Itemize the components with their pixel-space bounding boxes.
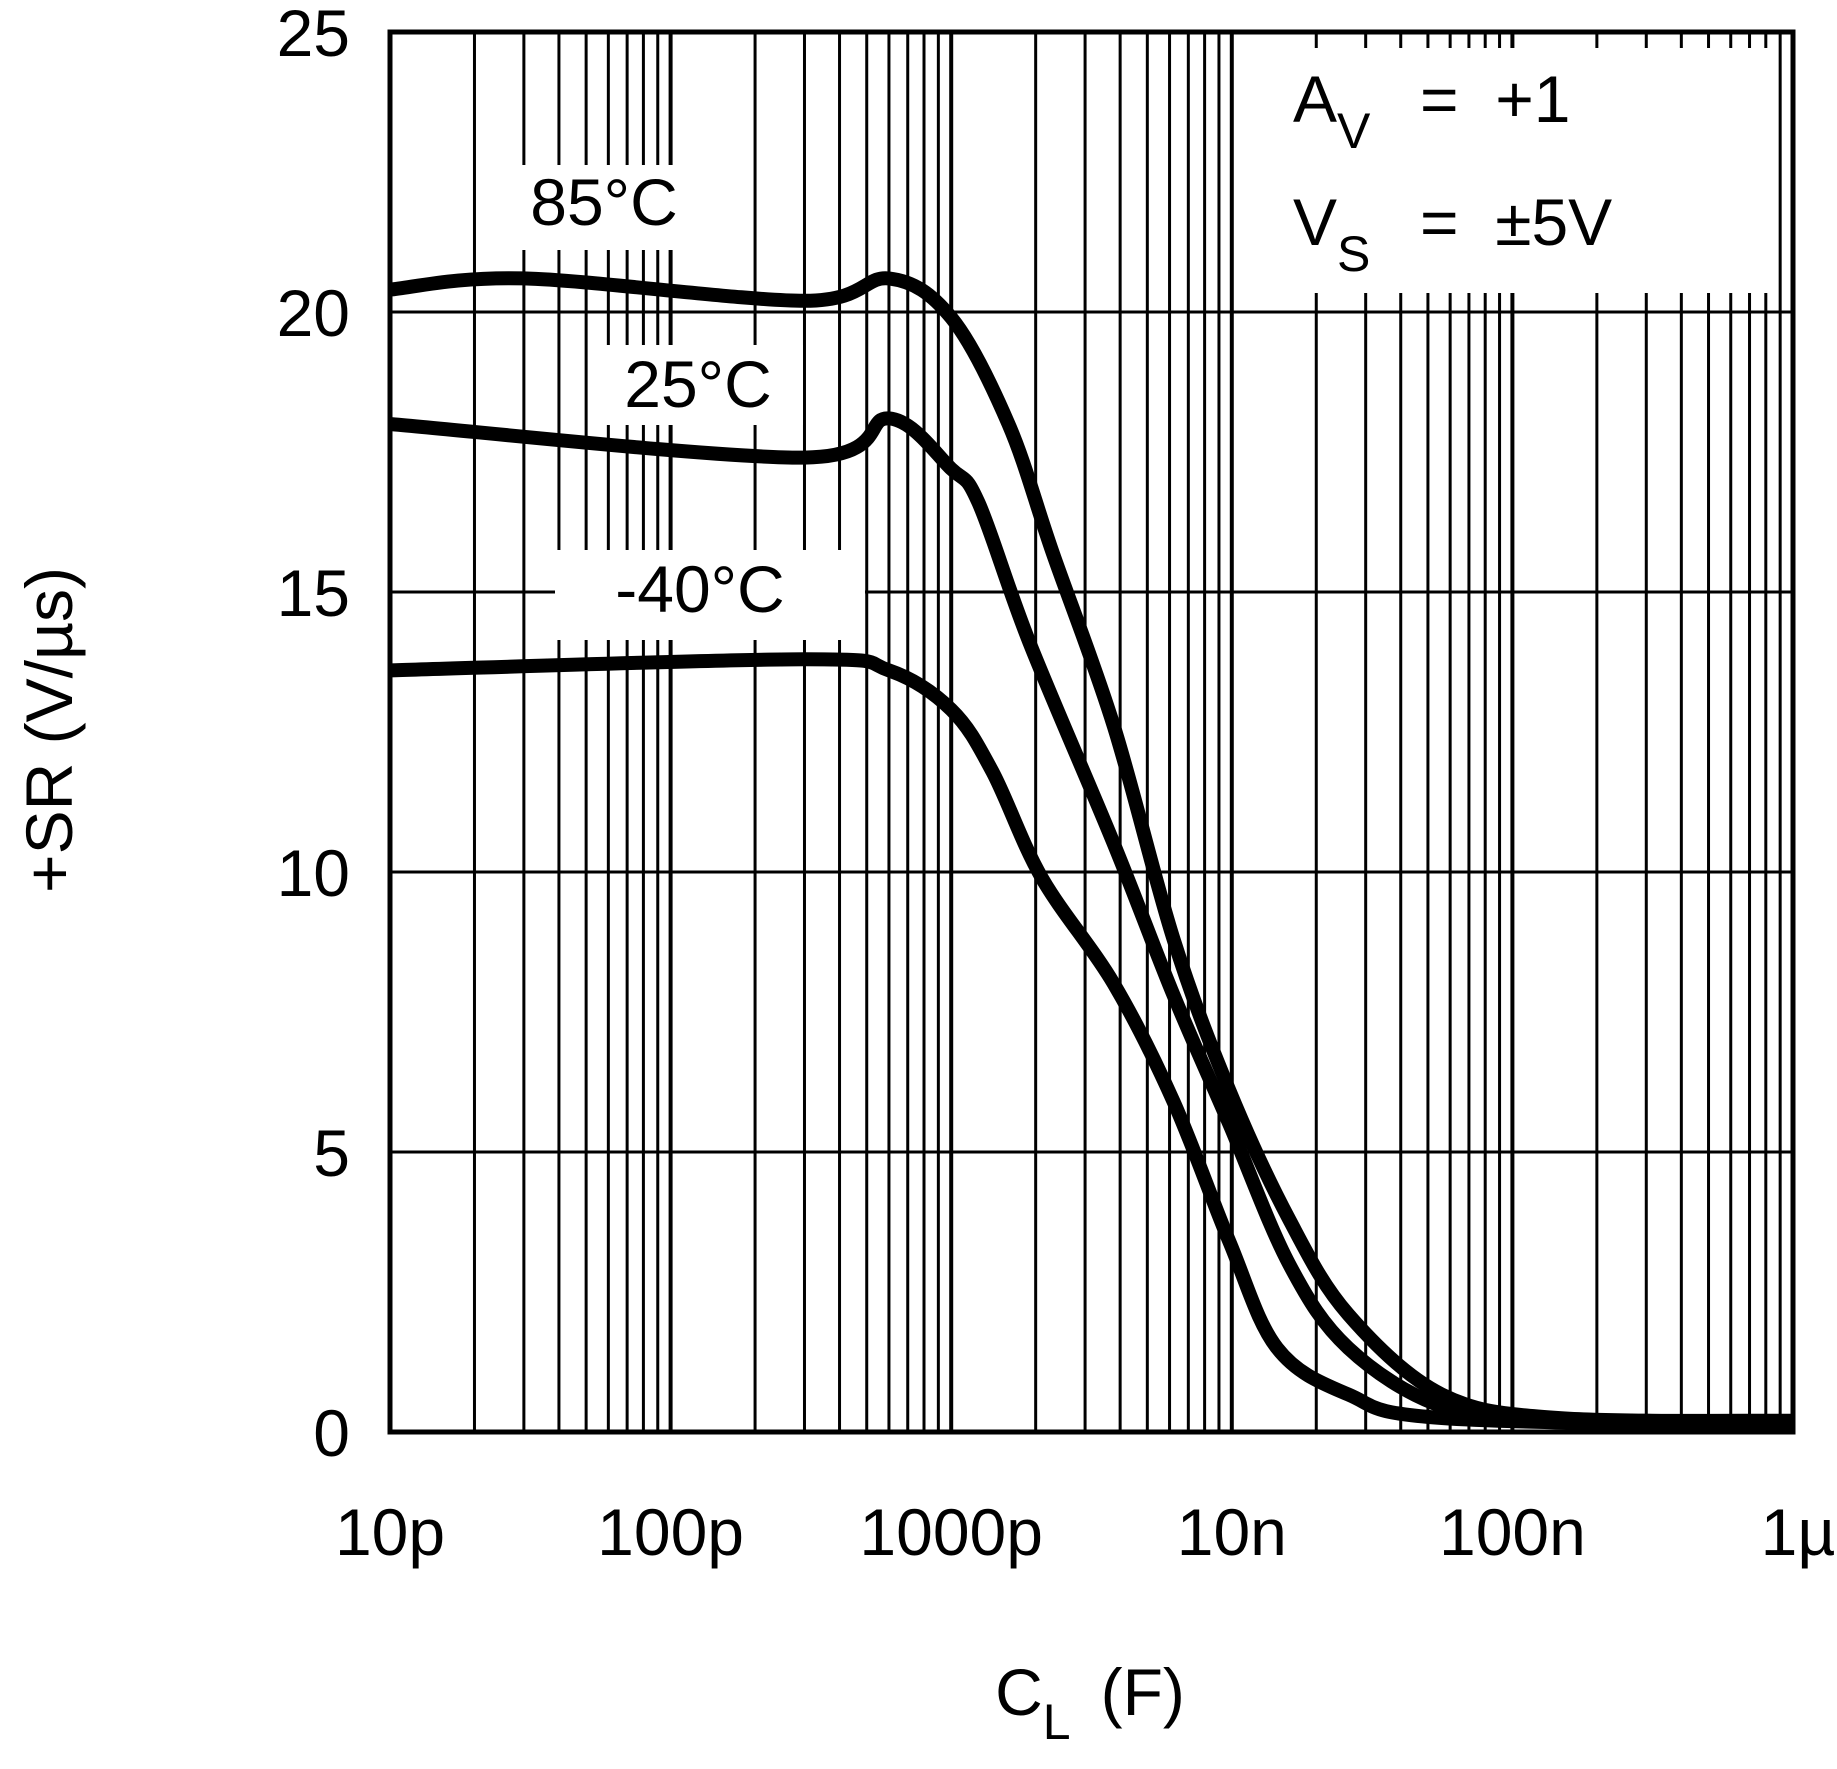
series-line--40C bbox=[389, 652, 1794, 1434]
grid bbox=[390, 30, 1793, 1434]
label-background bbox=[1270, 48, 1770, 293]
vs-value: = ±5V bbox=[1420, 185, 1612, 259]
av-value: = +1 bbox=[1420, 62, 1570, 136]
label-background bbox=[555, 550, 865, 640]
label-background bbox=[520, 165, 725, 250]
x-tick-label: 100n bbox=[1439, 1495, 1586, 1569]
label-backgrounds bbox=[520, 48, 1770, 640]
x-tick-labels: 10p 100p 1000p 10n 100n 1µ bbox=[335, 1495, 1835, 1569]
curves bbox=[389, 271, 1794, 1434]
y-tick-label: 25 bbox=[277, 0, 350, 70]
vs-label: VS bbox=[1293, 185, 1370, 282]
x-tick-label: 1µ bbox=[1761, 1495, 1836, 1569]
av-label: AV bbox=[1293, 62, 1371, 159]
y-tick-label: 5 bbox=[313, 1116, 350, 1190]
condition-annotation: AV = +1 VS = ±5V bbox=[1293, 62, 1612, 282]
series-label-25c: 25°C bbox=[624, 347, 771, 421]
x-tick-label: 10p bbox=[335, 1495, 445, 1569]
series-line-25C bbox=[389, 411, 1794, 1431]
series-line-85C bbox=[389, 271, 1794, 1428]
series-label-minus40c: -40°C bbox=[615, 552, 784, 626]
label-background bbox=[598, 345, 803, 425]
y-tick-label: 10 bbox=[277, 836, 350, 910]
y-tick-label: 20 bbox=[277, 276, 350, 350]
y-tick-label: 15 bbox=[277, 556, 350, 630]
y-tick-labels: 0 5 10 15 20 25 bbox=[277, 0, 350, 1470]
x-tick-label: 100p bbox=[597, 1495, 744, 1569]
x-tick-label: 10n bbox=[1177, 1495, 1287, 1569]
y-axis-label: +SR (V/µs) bbox=[12, 567, 86, 893]
x-axis-label: CL (F) bbox=[995, 1655, 1185, 1750]
x-tick-label: 1000p bbox=[859, 1495, 1043, 1569]
plot-frame bbox=[387, 29, 1796, 1435]
y-tick-label: 0 bbox=[313, 1396, 350, 1470]
series-label-85c: 85°C bbox=[530, 165, 677, 239]
